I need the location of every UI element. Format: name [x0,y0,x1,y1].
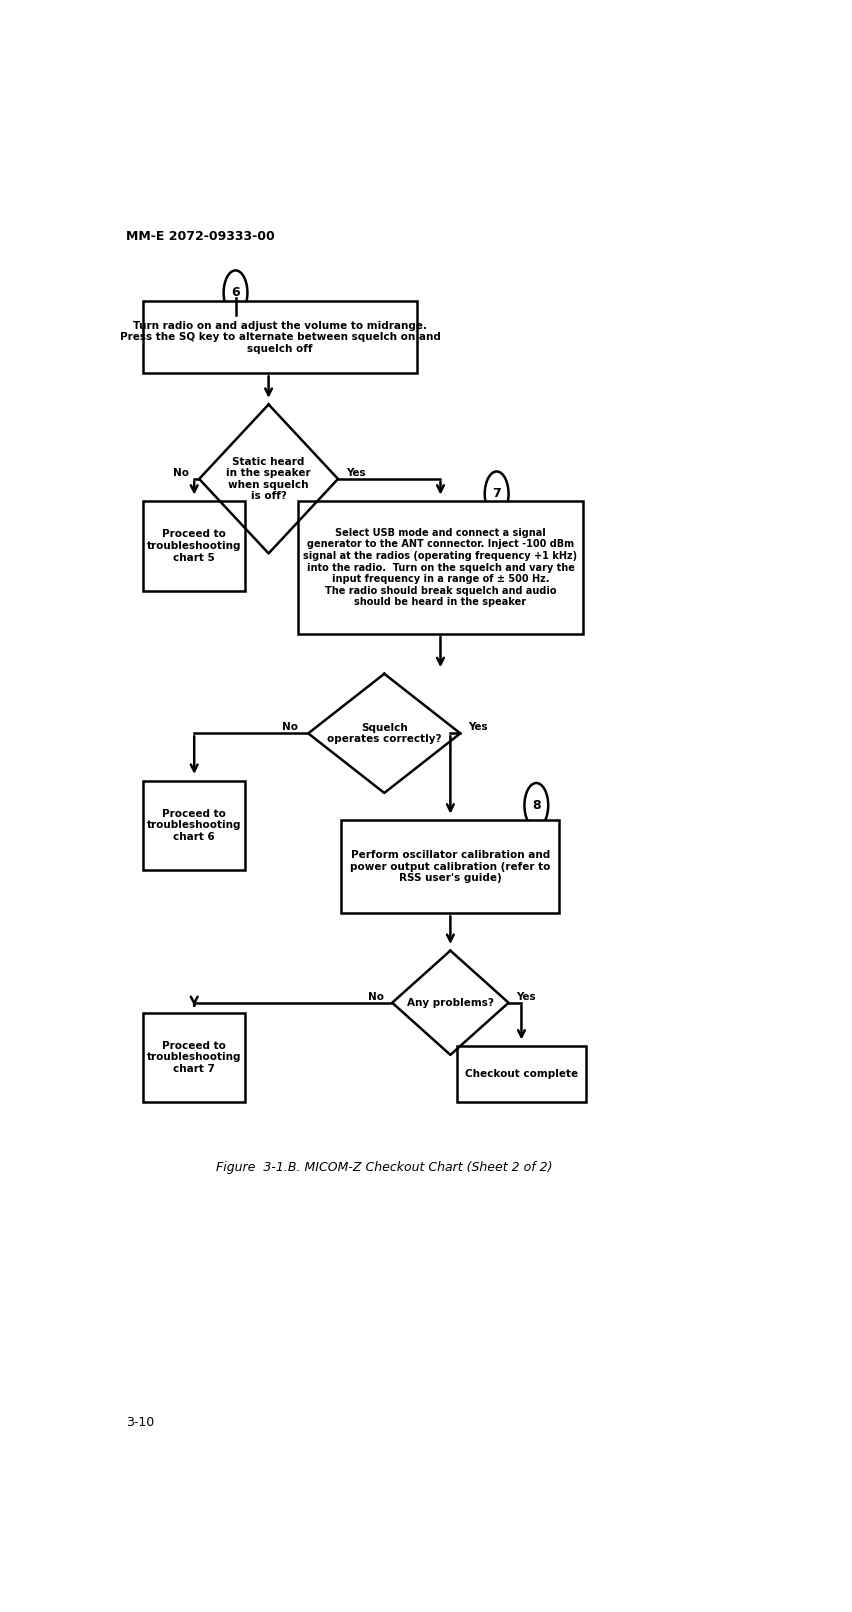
Text: Static heard
in the speaker
when squelch
is off?: Static heard in the speaker when squelch… [226,456,310,501]
Text: Any problems?: Any problems? [406,998,493,1008]
Text: 3-10: 3-10 [126,1415,154,1428]
Bar [298,501,582,634]
Text: Yes: Yes [346,467,366,477]
Text: 6: 6 [231,287,239,300]
Bar [457,1046,585,1103]
Text: 8: 8 [532,800,540,812]
Text: Squelch
operates correctly?: Squelch operates correctly? [326,722,441,745]
Text: Perform oscillator calibration and
power output calibration (refer to
RSS user's: Perform oscillator calibration and power… [350,850,550,883]
Text: Figure  3-1.B. MICOM-Z Checkout Chart (Sheet 2 of 2): Figure 3-1.B. MICOM-Z Checkout Chart (Sh… [216,1161,552,1174]
Bar [143,501,245,590]
Text: Select USB mode and connect a signal
generator to the ANT connector. Inject -100: Select USB mode and connect a signal gen… [303,527,577,608]
Bar [341,821,559,914]
Text: Proceed to
troubleshooting
chart 6: Proceed to troubleshooting chart 6 [147,809,241,841]
Text: Checkout complete: Checkout complete [464,1069,578,1078]
Bar [143,1012,245,1103]
Text: Yes: Yes [516,991,536,1001]
Text: Yes: Yes [468,722,487,732]
Text: 7: 7 [492,487,500,500]
Text: No: No [282,722,298,732]
Text: Turn radio on and adjust the volume to midrange.
Press the SQ key to alternate b: Turn radio on and adjust the volume to m… [119,321,440,355]
Text: Proceed to
troubleshooting
chart 7: Proceed to troubleshooting chart 7 [147,1041,241,1074]
Bar [143,780,245,870]
Text: MM-E 2072-09333-00: MM-E 2072-09333-00 [126,231,275,243]
Text: Proceed to
troubleshooting
chart 5: Proceed to troubleshooting chart 5 [147,529,241,563]
Text: No: No [173,467,189,477]
Bar [143,301,417,374]
Text: No: No [368,991,384,1001]
